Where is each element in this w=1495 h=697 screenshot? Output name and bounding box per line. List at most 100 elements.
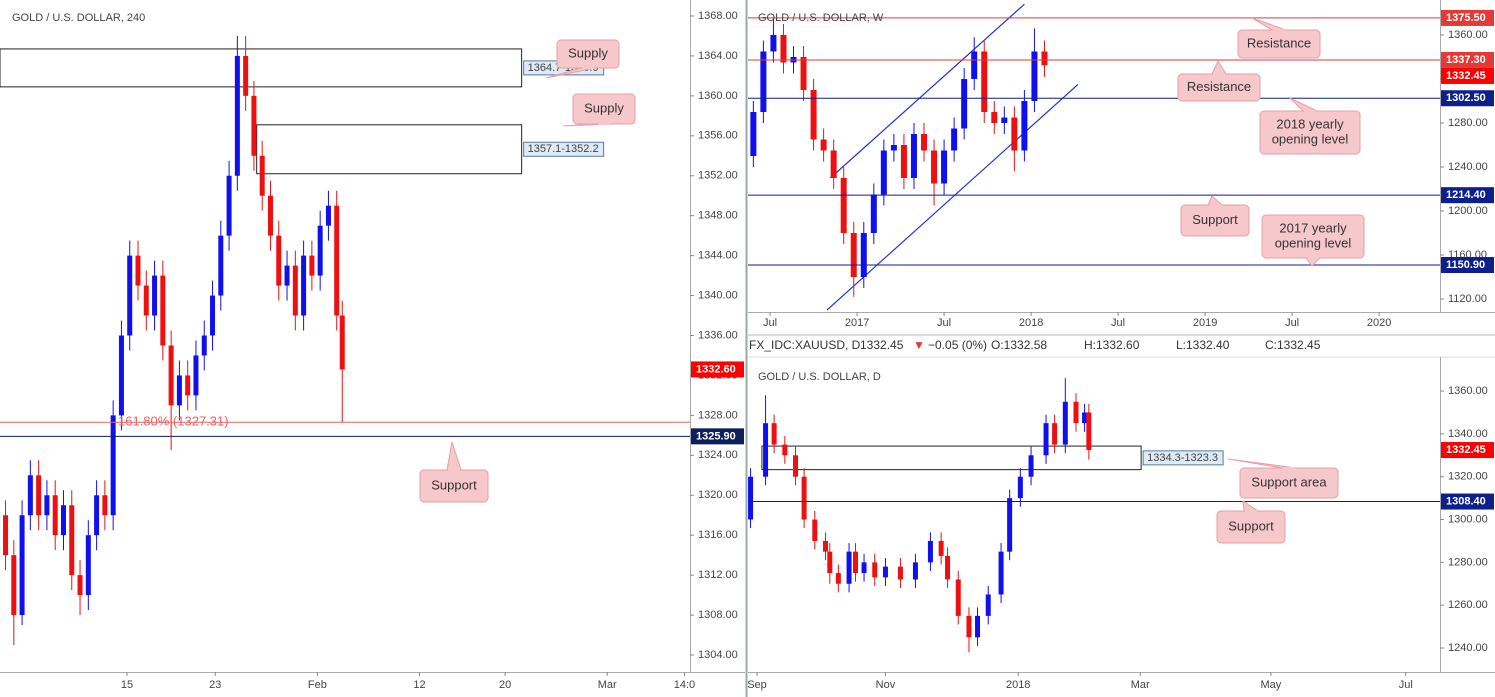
trendline: [829, 3, 1025, 179]
candle-body: [259, 155, 265, 196]
callout-text: Support: [1228, 518, 1274, 533]
y-tick-label: 1348.00: [698, 210, 738, 222]
x-tick-label: Mar: [1131, 679, 1150, 691]
price-label-box: [1441, 442, 1494, 459]
candle-body: [334, 205, 340, 316]
y-tick-label: 1340.00: [698, 289, 738, 301]
candle-body: [143, 285, 149, 316]
candle-body: [991, 111, 998, 123]
candle-body: [897, 566, 903, 580]
candle-body: [998, 551, 1004, 595]
y-tick-label: 1120.00: [1448, 293, 1487, 305]
candle-body: [820, 139, 827, 151]
x-tick-label: Jul: [1111, 317, 1125, 329]
candle-body: [981, 51, 988, 112]
y-tick-label: 1300.00: [1448, 513, 1488, 525]
candle-body: [945, 555, 951, 580]
candle-body: [234, 55, 240, 176]
x-tick-label: Jul: [937, 317, 951, 329]
candle-body: [971, 51, 978, 79]
candle-body: [85, 535, 91, 596]
candle-body: [748, 476, 754, 520]
zone: [256, 124, 523, 175]
x-tick-label: 2018: [1006, 679, 1030, 691]
candle-body: [243, 55, 249, 96]
candle-body: [27, 475, 33, 516]
callout-seam: [1209, 204, 1221, 206]
candle-body: [860, 233, 867, 278]
candle-body: [801, 476, 807, 520]
candle-body: [77, 575, 83, 596]
y-tick-label: 1340.00: [1448, 428, 1488, 440]
callout-seam: [1283, 467, 1295, 469]
candle-body: [870, 194, 877, 234]
x-tick-label: Feb: [308, 679, 327, 691]
y-tick-label: 1280.00: [1448, 556, 1488, 568]
callout-seam: [1307, 257, 1319, 259]
candle-body: [160, 275, 166, 346]
candle-body: [292, 265, 298, 316]
x-tick-label: Sep: [747, 679, 767, 691]
x-tick-label: Jul: [1399, 679, 1413, 691]
candle-body: [780, 34, 787, 63]
candle-body: [793, 455, 799, 477]
candle-body: [135, 255, 141, 286]
plot-area: [748, 3, 1440, 311]
candle-body: [301, 255, 307, 316]
zone-label: 1357.1-1352.2: [528, 143, 599, 155]
chart-title: GOLD / U.S. DOLLAR, D: [758, 371, 881, 383]
candle-body: [1001, 117, 1008, 123]
y-tick-label: 1356.00: [698, 130, 738, 142]
plot-area: [0, 35, 690, 646]
candle-body: [985, 594, 991, 616]
candle-body: [168, 345, 174, 406]
chart-title: GOLD / U.S. DOLLAR, 240: [12, 12, 145, 24]
candle-body: [1011, 117, 1018, 151]
candle-body: [276, 235, 282, 286]
candle-body: [912, 562, 918, 580]
quote-last: 1332.45: [860, 338, 904, 352]
candle-body: [152, 275, 158, 316]
candle-body: [218, 235, 224, 296]
candle-body: [11, 555, 17, 616]
candle-body: [325, 205, 331, 226]
candle-body: [770, 34, 777, 52]
y-tick-label: 1240.00: [1448, 642, 1488, 654]
candle-body: [941, 150, 948, 184]
callout-text: opening level: [1272, 131, 1349, 146]
price-label-box: [1441, 493, 1494, 510]
candle-body: [1041, 51, 1048, 66]
quote-low: L:1332.40: [1176, 338, 1230, 352]
callout-text: Supply: [584, 100, 624, 115]
candle-body: [880, 150, 887, 195]
price-label-box: [1441, 9, 1494, 26]
candle-body: [840, 178, 847, 234]
candle-body: [1028, 455, 1034, 477]
candle-body: [251, 95, 257, 156]
candle-body: [927, 540, 933, 563]
price-label: 1332.45: [1446, 444, 1486, 456]
quote-change: −0.05 (0%): [928, 338, 987, 352]
price-label: 1332.45: [1446, 70, 1486, 82]
candle-body: [872, 562, 878, 578]
chart-title: GOLD / U.S. DOLLAR, W: [758, 12, 884, 24]
candle-body: [852, 551, 858, 574]
y-tick-label: 1280.00: [1448, 117, 1488, 129]
candle-body: [823, 540, 829, 552]
candle-body: [110, 415, 116, 516]
callout-text: Support area: [1251, 474, 1327, 489]
y-tick-label: 1260.00: [1448, 599, 1488, 611]
y-tick-label: 1360.00: [1448, 385, 1488, 397]
y-tick-label: 1320.00: [1448, 471, 1488, 483]
candle-body: [19, 515, 25, 616]
candle-body: [1073, 401, 1079, 424]
candle-body: [60, 505, 66, 536]
candle-body: [185, 375, 191, 396]
quote-arrow: ▼: [913, 338, 925, 352]
price-label: 1308.40: [1446, 495, 1486, 507]
price-label-box: [1441, 257, 1494, 274]
price-label: 1337.30: [1446, 54, 1486, 66]
y-tick-label: 1240.00: [1448, 161, 1488, 173]
candle-body: [1031, 51, 1038, 101]
